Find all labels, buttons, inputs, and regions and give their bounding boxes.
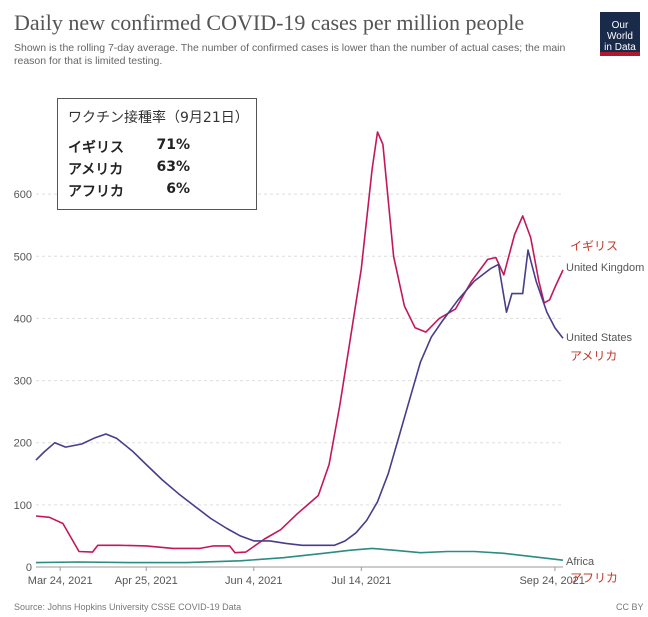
annotation-rate: 6% — [166, 181, 190, 197]
y-tick-label: 0 — [26, 562, 32, 574]
x-tick-label: Jul 14, 2021 — [331, 575, 391, 587]
y-axis: 0 100 200 300 400 500 600 — [14, 189, 32, 574]
annotation-country: アフリカ — [68, 184, 124, 200]
y-tick-label: 600 — [14, 189, 32, 201]
y-tick-label: 400 — [14, 313, 32, 325]
x-tick-label: Jun 4, 2021 — [225, 575, 283, 587]
series-label-africa: Africa — [566, 556, 595, 568]
annotation-country: アメリカ — [68, 162, 124, 178]
series-line-africa — [35, 547, 564, 564]
annotation-title: ワクチン接種率（9月21日） — [68, 110, 249, 126]
series-lines — [35, 131, 564, 564]
y-tick-label: 100 — [14, 500, 32, 512]
series-line-us — [35, 249, 564, 547]
x-tick-label: Apr 25, 2021 — [115, 575, 178, 587]
license-note[interactable]: CC BY — [616, 602, 644, 612]
y-tick-label: 500 — [14, 251, 32, 263]
owid-logo[interactable]: Our World in Data — [600, 12, 640, 56]
logo-line-1: Our World — [607, 20, 633, 42]
annotation-row-africa: アフリカ 6% — [68, 181, 246, 203]
series-label-ja-africa: アフリカ — [570, 571, 618, 585]
annotation-row-us: アメリカ 63% — [68, 159, 246, 181]
x-axis: Mar 24, 2021 Apr 25, 2021 Jun 4, 2021 Jul 1… — [28, 566, 585, 587]
annotation-rate: 71% — [156, 137, 190, 153]
y-tick-label: 200 — [14, 438, 32, 450]
series-label-uk: United Kingdom — [566, 262, 644, 274]
chart-title: Daily new confirmed COVID-19 cases per m… — [14, 10, 525, 35]
series-label-us: United States — [566, 332, 633, 344]
source-note[interactable]: Source: Johns Hopkins University CSSE CO… — [14, 602, 242, 612]
series-label-ja-uk: イギリス — [570, 239, 618, 253]
series-line-uk — [35, 131, 564, 554]
annotation-country: イギリス — [68, 140, 124, 156]
x-tick-label: Mar 24, 2021 — [28, 575, 93, 587]
series-labels: United Kingdom イギリス United States アメリカ Afric… — [566, 239, 644, 585]
chart-subtitle: Shown is the rolling 7-day average. The … — [14, 42, 566, 67]
grid-lines — [36, 193, 563, 506]
annotation-rate: 63% — [156, 159, 190, 175]
y-tick-label: 300 — [14, 376, 32, 388]
vaccination-annotation-box: ワクチン接種率（9月21日） イギリス 71% アメリカ 63% アフリカ 6% — [57, 98, 257, 210]
annotation-row-uk: イギリス 71% — [68, 137, 246, 159]
logo-line-2: in Data — [604, 42, 636, 53]
x-tick-label: Sep 24, 2021 — [519, 575, 584, 587]
series-label-ja-us: アメリカ — [570, 349, 617, 363]
